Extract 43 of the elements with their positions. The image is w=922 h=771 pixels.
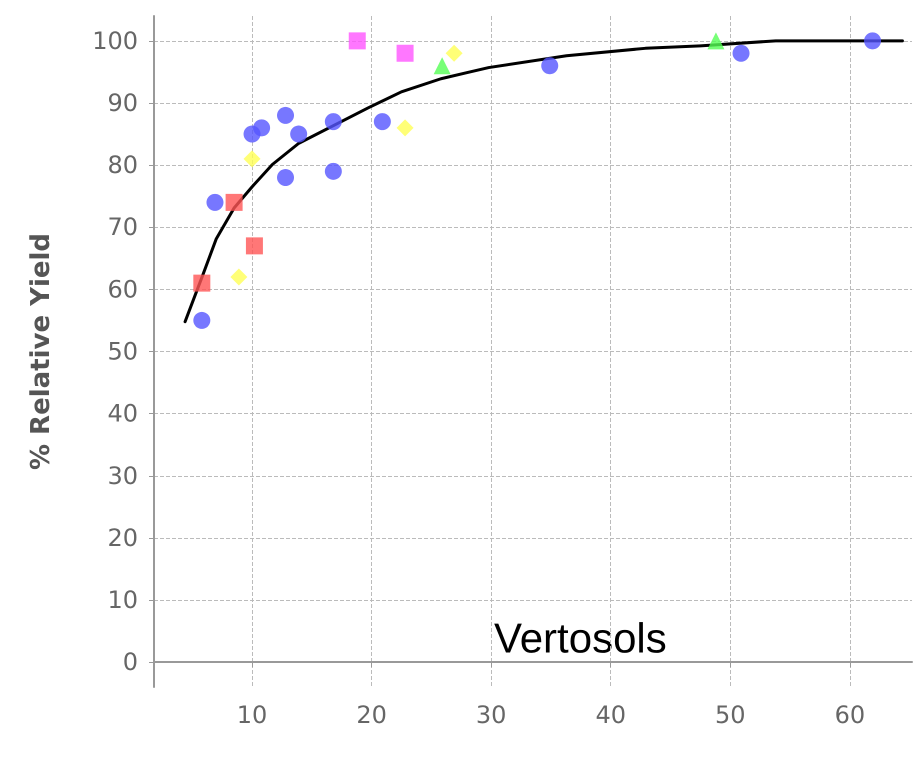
point (193, 274, 210, 292)
y-tick-label: 0 (122, 648, 138, 676)
y-tick-label: 70 (107, 213, 138, 242)
point (277, 169, 294, 186)
x-tick-label: 30 (476, 701, 506, 729)
point (541, 57, 558, 74)
y-tick-label: 60 (107, 275, 138, 304)
point (396, 119, 414, 136)
point (434, 57, 451, 74)
x-tick-label: 40 (595, 701, 626, 729)
point (374, 113, 391, 130)
point (396, 44, 414, 62)
point (244, 150, 261, 168)
point (732, 44, 750, 62)
y-tick-label: 10 (107, 586, 138, 614)
y-tick-label: 100 (92, 26, 138, 55)
point (864, 32, 882, 50)
annotation: Vertosols (494, 614, 667, 662)
point (277, 106, 294, 124)
line-series (184, 39, 904, 324)
point (446, 44, 463, 62)
point (206, 194, 224, 211)
y-tick-label: 40 (107, 400, 138, 428)
point (324, 113, 342, 130)
x-tick-label: 10 (236, 701, 268, 729)
point (348, 32, 366, 50)
point (230, 268, 248, 286)
point (324, 162, 342, 180)
y-tick-label: 90 (107, 88, 138, 117)
point (246, 237, 263, 254)
y-tick-label: 50 (107, 338, 138, 366)
y-axis-title: % Relative Yield (26, 232, 56, 470)
point (193, 312, 210, 329)
point (253, 119, 270, 136)
y-tick-label: 80 (107, 151, 138, 180)
y-tick-label: 30 (107, 462, 138, 490)
x-tick-label: 50 (715, 701, 746, 729)
point (707, 32, 724, 50)
y-tick-label: 20 (107, 524, 138, 552)
x-tick-label: 20 (356, 701, 387, 729)
point (226, 194, 243, 211)
x-tick-label: 60 (834, 701, 866, 729)
point (290, 126, 308, 143)
